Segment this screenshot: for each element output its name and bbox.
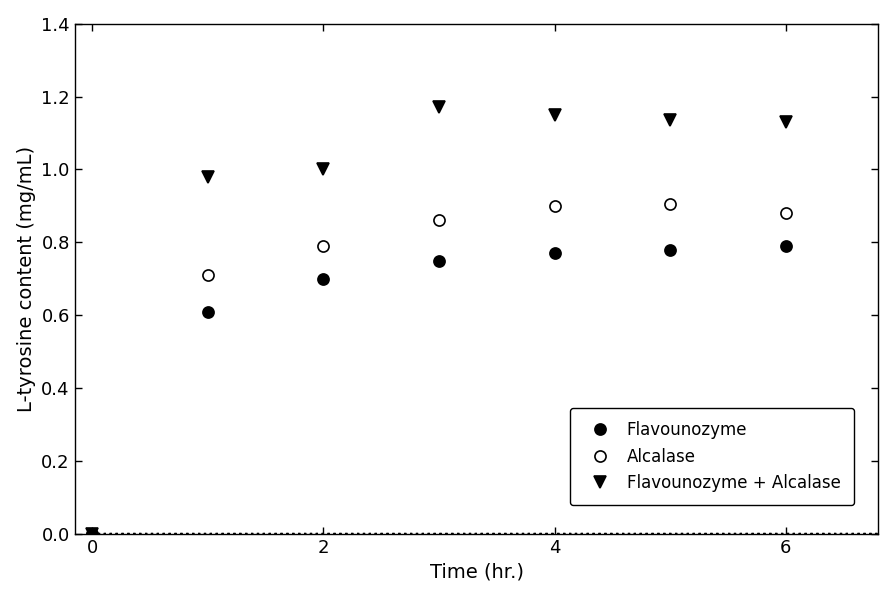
Flavounozyme + Alcalase bbox=[87, 530, 97, 538]
Flavounozyme + Alcalase bbox=[664, 117, 675, 124]
Flavounozyme bbox=[433, 257, 443, 264]
Alcalase bbox=[780, 210, 790, 217]
Alcalase bbox=[317, 242, 328, 249]
Flavounozyme + Alcalase bbox=[433, 104, 443, 111]
Flavounozyme bbox=[202, 308, 213, 315]
Flavounozyme bbox=[664, 246, 675, 253]
Alcalase bbox=[664, 200, 675, 208]
Legend: Flavounozyme, Alcalase, Flavounozyme + Alcalase: Flavounozyme, Alcalase, Flavounozyme + A… bbox=[569, 408, 853, 505]
Line: Flavounozyme + Alcalase: Flavounozyme + Alcalase bbox=[87, 102, 790, 539]
Flavounozyme bbox=[549, 250, 560, 257]
Alcalase bbox=[433, 217, 443, 224]
Line: Flavounozyme: Flavounozyme bbox=[87, 240, 790, 539]
Alcalase bbox=[202, 271, 213, 279]
Alcalase bbox=[549, 202, 560, 209]
Flavounozyme + Alcalase bbox=[317, 166, 328, 173]
Flavounozyme bbox=[317, 275, 328, 282]
X-axis label: Time (hr.): Time (hr.) bbox=[429, 562, 523, 581]
Flavounozyme + Alcalase bbox=[549, 111, 560, 118]
Y-axis label: L-tyrosine content (mg/mL): L-tyrosine content (mg/mL) bbox=[17, 146, 36, 412]
Flavounozyme + Alcalase bbox=[202, 173, 213, 181]
Flavounozyme bbox=[780, 242, 790, 249]
Flavounozyme bbox=[87, 530, 97, 538]
Alcalase bbox=[87, 530, 97, 538]
Flavounozyme + Alcalase bbox=[780, 118, 790, 126]
Line: Alcalase: Alcalase bbox=[87, 199, 790, 539]
